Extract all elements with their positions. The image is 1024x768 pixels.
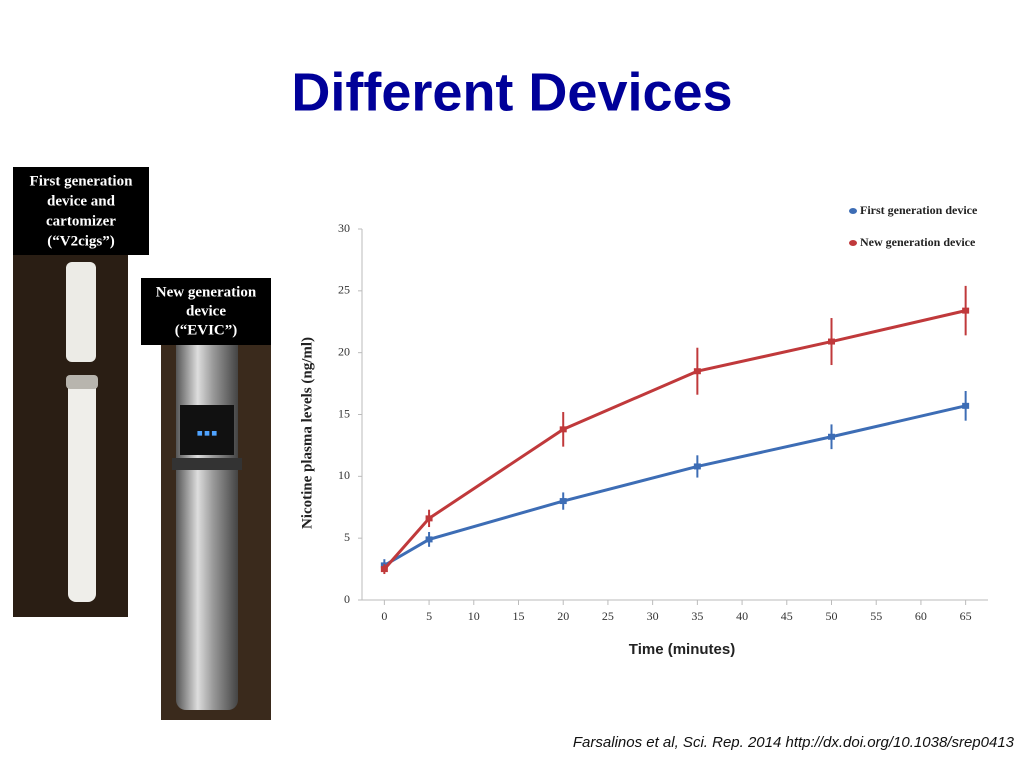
x-tick-label: 0 — [381, 609, 387, 623]
photo-caption: device — [186, 303, 226, 319]
point — [693, 368, 701, 375]
y-tick-label: 25 — [338, 283, 350, 297]
x-tick-label: 35 — [691, 609, 703, 623]
x-tick-label: 60 — [915, 609, 927, 623]
caption-box — [13, 167, 149, 255]
x-tick-label: 50 — [826, 609, 838, 623]
y-tick-label: 20 — [338, 344, 350, 358]
y-tick-label: 15 — [338, 406, 350, 420]
point — [962, 402, 970, 409]
y-tick-label: 5 — [344, 530, 350, 544]
point — [693, 463, 701, 470]
x-tick-label: 25 — [602, 609, 614, 623]
legend-label: New generation device — [860, 235, 976, 249]
legend-marker — [849, 208, 857, 214]
photo-caption: First generation — [30, 173, 134, 189]
photo-caption: (“V2cigs”) — [47, 233, 115, 249]
point — [425, 536, 433, 543]
photo-caption: device and — [47, 193, 116, 209]
y-tick-label: 10 — [338, 468, 350, 482]
point — [828, 338, 835, 345]
legend-label: First generation device — [860, 203, 978, 217]
photo-new-generation: ▪▪▪ — [161, 330, 271, 720]
point — [559, 426, 567, 433]
x-tick-label: 40 — [736, 609, 748, 623]
photo-caption: New generation — [156, 284, 257, 300]
legend-marker — [849, 240, 857, 246]
y-axis-label: Nicotine plasma levels (ng/ml) — [299, 337, 315, 529]
citation: Farsalinos et al, Sci. Rep. 2014 http://… — [573, 734, 1015, 751]
photo-caption: (“EVIC”) — [175, 322, 238, 338]
x-tick-label: 45 — [781, 609, 793, 623]
series-line — [383, 309, 966, 571]
svg-text:▪▪▪: ▪▪▪ — [196, 426, 218, 440]
x-tick-label: 65 — [960, 609, 972, 623]
point — [380, 566, 388, 573]
x-tick-label: 15 — [513, 609, 525, 623]
photo-first-generation — [13, 255, 128, 617]
x-tick-label: 30 — [647, 609, 659, 623]
slide-title: Different Devices — [291, 62, 732, 122]
x-tick-label: 5 — [426, 609, 432, 623]
x-tick-label: 20 — [557, 609, 569, 623]
point — [828, 433, 835, 440]
y-tick-label: 0 — [344, 592, 350, 606]
x-axis-label: Time (minutes) — [629, 641, 735, 658]
series-line — [383, 404, 966, 567]
point — [962, 307, 970, 314]
point — [425, 515, 433, 522]
photo-caption: cartomizer — [46, 213, 116, 229]
caption-box — [141, 278, 271, 345]
y-tick-label: 30 — [338, 221, 350, 235]
point — [559, 498, 567, 505]
x-tick-label: 55 — [870, 609, 882, 623]
x-tick-label: 10 — [468, 609, 480, 623]
